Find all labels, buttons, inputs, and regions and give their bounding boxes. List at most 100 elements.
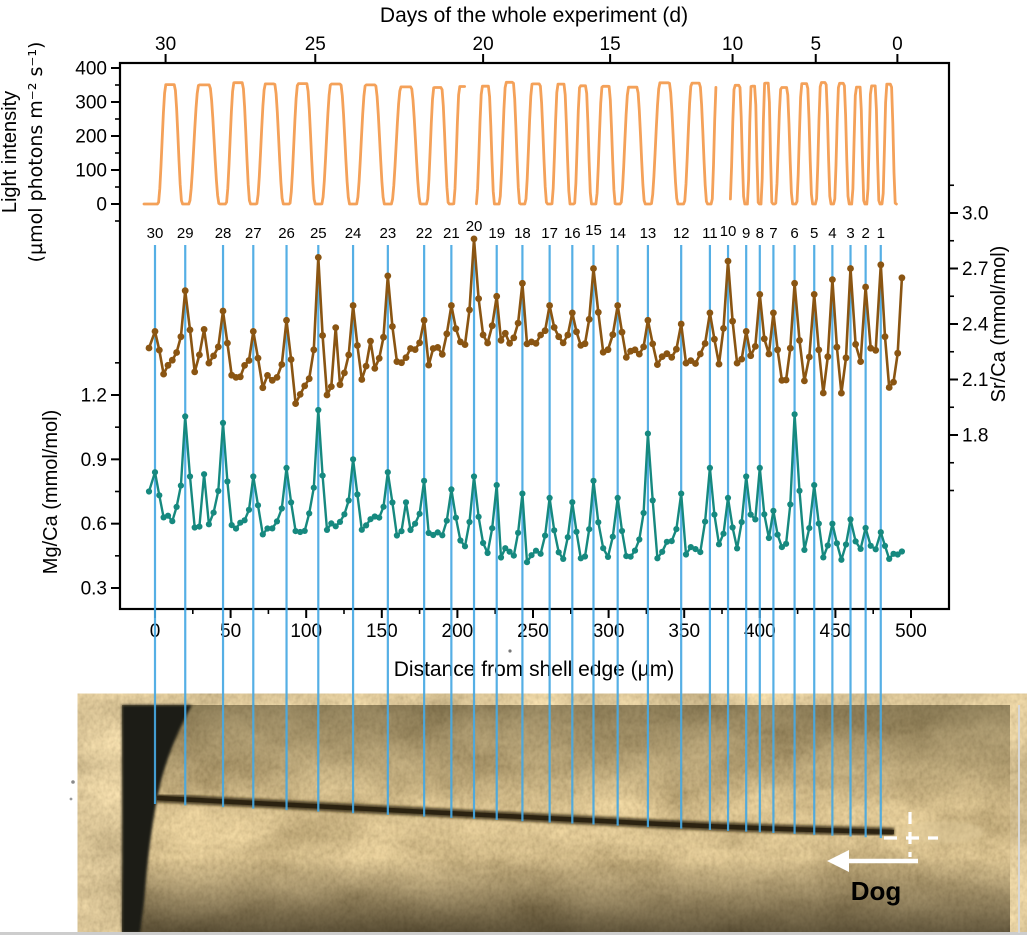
mg-ca-point bbox=[542, 532, 549, 539]
sr-ca-point bbox=[622, 354, 630, 361]
speck bbox=[71, 780, 75, 784]
sr-ca-point bbox=[738, 355, 746, 363]
mg-ca-point bbox=[659, 548, 666, 555]
sr-ca-point bbox=[747, 352, 755, 360]
sr-ca-point bbox=[484, 339, 491, 347]
mg-ca-point bbox=[532, 547, 540, 554]
mg-ca-point bbox=[857, 545, 864, 553]
sr-ca-point bbox=[742, 328, 750, 335]
day-number: 3 bbox=[846, 225, 854, 242]
sr-ca-point bbox=[810, 291, 818, 298]
sr-ca-point bbox=[581, 340, 589, 348]
sr-ca-point bbox=[283, 316, 290, 324]
mg-ca-point bbox=[430, 531, 437, 539]
mg-ca-point bbox=[663, 538, 671, 545]
mg-ca-point bbox=[627, 553, 634, 560]
sr-ca-point bbox=[173, 349, 181, 356]
mg-ca-point bbox=[151, 469, 159, 476]
light-axis-label-line1: Light intensity bbox=[0, 91, 21, 213]
mg-ca-point bbox=[292, 528, 299, 535]
day-number: 22 bbox=[416, 225, 433, 242]
sr-ca-point bbox=[416, 339, 423, 347]
mg-ca-point bbox=[156, 492, 163, 499]
day-number: 5 bbox=[810, 225, 818, 242]
mg-axis-tick-label: 0.6 bbox=[81, 514, 107, 535]
day-number: 29 bbox=[177, 225, 194, 242]
sr-ca-point bbox=[791, 279, 798, 287]
day-number: 10 bbox=[720, 223, 737, 240]
mg-ca-point bbox=[519, 490, 526, 497]
mg-ca-point bbox=[752, 516, 759, 523]
mg-ca-point bbox=[546, 494, 553, 501]
mg-ca-point bbox=[493, 482, 500, 489]
mg-ca-point bbox=[416, 510, 423, 517]
sr-ca-point bbox=[241, 362, 249, 369]
day-number: 13 bbox=[640, 225, 657, 242]
mg-ca-point bbox=[551, 527, 558, 534]
sr-ca-point bbox=[724, 257, 732, 265]
day-number: 24 bbox=[345, 225, 362, 242]
mg-ca-point bbox=[862, 524, 869, 532]
sr-ca-point bbox=[715, 360, 723, 368]
sr-ca-point bbox=[729, 317, 736, 325]
sr-ca-point bbox=[796, 337, 803, 344]
light-axis-label-line2: (µmol photons m⁻² s⁻¹) bbox=[25, 42, 47, 263]
sr-ca-point bbox=[402, 354, 410, 361]
sr-ca-point bbox=[573, 328, 580, 336]
mg-ca-point bbox=[389, 499, 396, 506]
sr-ca-point bbox=[398, 359, 405, 367]
sr-ca-point bbox=[273, 374, 281, 381]
mg-ca-point bbox=[796, 487, 803, 494]
sr-ca-point bbox=[805, 353, 813, 361]
sr-ca-point bbox=[644, 316, 652, 324]
mg-ca-point bbox=[461, 543, 469, 550]
sr-ca-point bbox=[668, 353, 676, 361]
sr-ca-point bbox=[838, 389, 845, 397]
mg-ca-line bbox=[147, 408, 903, 564]
growth-direction-arrow-head bbox=[827, 850, 849, 872]
speck bbox=[508, 649, 512, 653]
sr-ca-point bbox=[384, 272, 392, 280]
top-axis-title: Days of the whole experiment (d) bbox=[380, 4, 688, 27]
mg-ca-point bbox=[145, 488, 153, 495]
mg-ca-point bbox=[715, 541, 723, 548]
mg-ca-point bbox=[315, 406, 322, 414]
top-axis-tick-label: 0 bbox=[892, 34, 903, 55]
sr-ca-point bbox=[205, 359, 213, 367]
mg-ca-point bbox=[806, 525, 813, 532]
sr-ca-point bbox=[609, 331, 617, 339]
day-number: 23 bbox=[380, 225, 397, 242]
light-axis-tick-label: 0 bbox=[96, 195, 107, 216]
sr-ca-point bbox=[819, 389, 827, 397]
sr-ca-point bbox=[654, 361, 661, 368]
mg-ca-point bbox=[466, 518, 473, 526]
mg-ca-point bbox=[443, 517, 450, 524]
mg-ca-point bbox=[564, 534, 571, 541]
mg-ca-point bbox=[288, 499, 295, 506]
mg-ca-point bbox=[448, 486, 455, 493]
mg-ca-point bbox=[278, 505, 285, 512]
sr-ca-point bbox=[711, 335, 718, 343]
x-axis-tick-label: 250 bbox=[517, 621, 549, 642]
mg-ca-point bbox=[169, 518, 176, 525]
day-number: 15 bbox=[585, 222, 602, 239]
mg-ca-point bbox=[720, 530, 727, 537]
mg-ca-point bbox=[393, 532, 400, 539]
sr-ca-point bbox=[501, 329, 509, 337]
mg-ca-point bbox=[358, 526, 365, 533]
mg-ca-point bbox=[842, 541, 850, 548]
sr-ca-point bbox=[345, 351, 353, 359]
mg-axis-tick-label: 0.9 bbox=[81, 450, 107, 471]
mg-ca-point bbox=[682, 551, 690, 558]
sr-ca-point bbox=[555, 333, 563, 341]
mg-ca-point bbox=[604, 553, 612, 561]
sr-ca-point bbox=[894, 349, 902, 357]
sr-ca-point bbox=[786, 344, 794, 352]
x-axis-tick-label: 150 bbox=[366, 621, 398, 642]
x-axis-tick-label: 50 bbox=[220, 621, 241, 642]
sr-ca-point bbox=[550, 324, 558, 331]
sr-ca-point bbox=[765, 350, 773, 358]
mg-ca-point bbox=[743, 473, 750, 480]
sr-ca-point bbox=[898, 274, 906, 282]
day-number: 6 bbox=[790, 225, 798, 242]
